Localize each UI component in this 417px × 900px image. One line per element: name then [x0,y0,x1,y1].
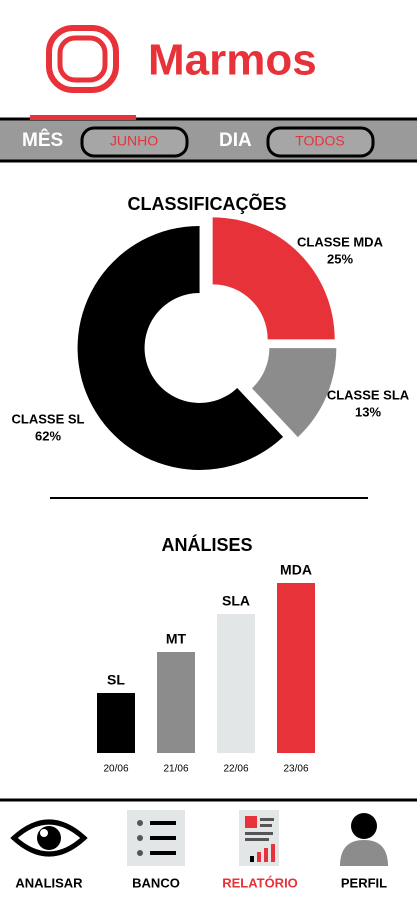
bar-label: SL [107,672,125,688]
x-tick-label: 21/06 [163,764,188,775]
month-select[interactable] [80,126,189,158]
nav-label[interactable]: BANCO [132,875,180,890]
bar-label: SLA [222,593,250,609]
bar-label: MDA [280,562,312,578]
day-value[interactable]: TODOS [295,133,345,149]
slice-value: 25% [327,251,353,266]
icon-report[interactable] [239,810,279,866]
month-label: MÊS [22,129,63,151]
slice-label: CLASSE MDA [297,234,384,249]
x-tick-label: 20/06 [103,764,128,775]
logo [46,25,119,93]
bar [97,693,135,753]
bar-label: MT [166,631,187,647]
slice-value: 62% [35,428,61,443]
nav-label[interactable]: ANALISAR [15,875,83,890]
donut-slice [212,217,335,340]
nav-label[interactable]: RELATÓRIO [222,875,298,890]
x-tick-label: 23/06 [283,764,308,775]
app-title: Marmos [148,36,317,85]
day-label: DIA [219,130,252,151]
donut-slice [251,348,337,438]
active-indicator [30,115,136,120]
donut-slice [77,225,284,470]
nav-label[interactable]: PERFIL [341,875,387,890]
bar [277,583,315,753]
chart-title: CLASSIFICAÇÕES [127,193,286,214]
chart-title: ANÁLISES [161,534,252,555]
slice-label: CLASSE SL [12,411,85,426]
bar [217,614,255,753]
month-value[interactable]: JUNHO [110,133,158,149]
slice-value: 13% [355,404,381,419]
bar [157,652,195,753]
icon-list[interactable] [127,810,185,866]
x-tick-label: 22/06 [223,764,248,775]
slice-label: CLASSE SLA [327,387,410,402]
icon-eye[interactable] [10,819,88,857]
day-select[interactable] [266,126,375,158]
icon-profile[interactable] [340,813,388,866]
